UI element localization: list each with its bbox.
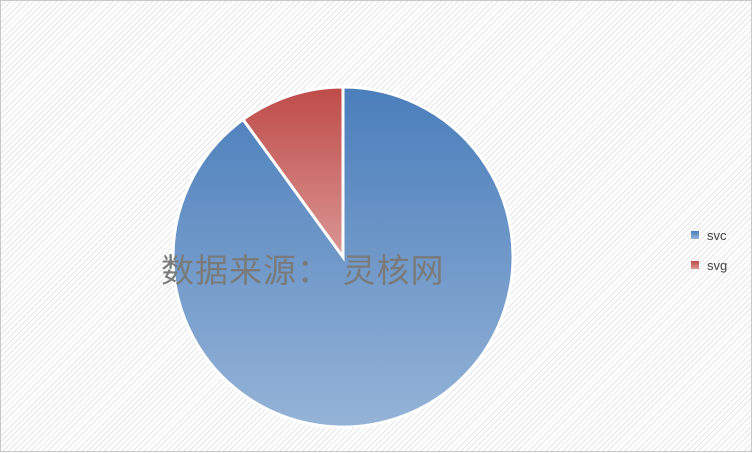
legend-label-svc: svc bbox=[707, 228, 727, 243]
legend-marker-svc bbox=[691, 231, 699, 239]
pie-slice-svg bbox=[240, 85, 345, 262]
legend-marker-svg bbox=[691, 261, 699, 269]
pie-slice-svc bbox=[171, 85, 515, 429]
watermark: 数据来源： 灵核网 bbox=[161, 251, 445, 290]
legend-label-svg: svg bbox=[707, 258, 727, 273]
